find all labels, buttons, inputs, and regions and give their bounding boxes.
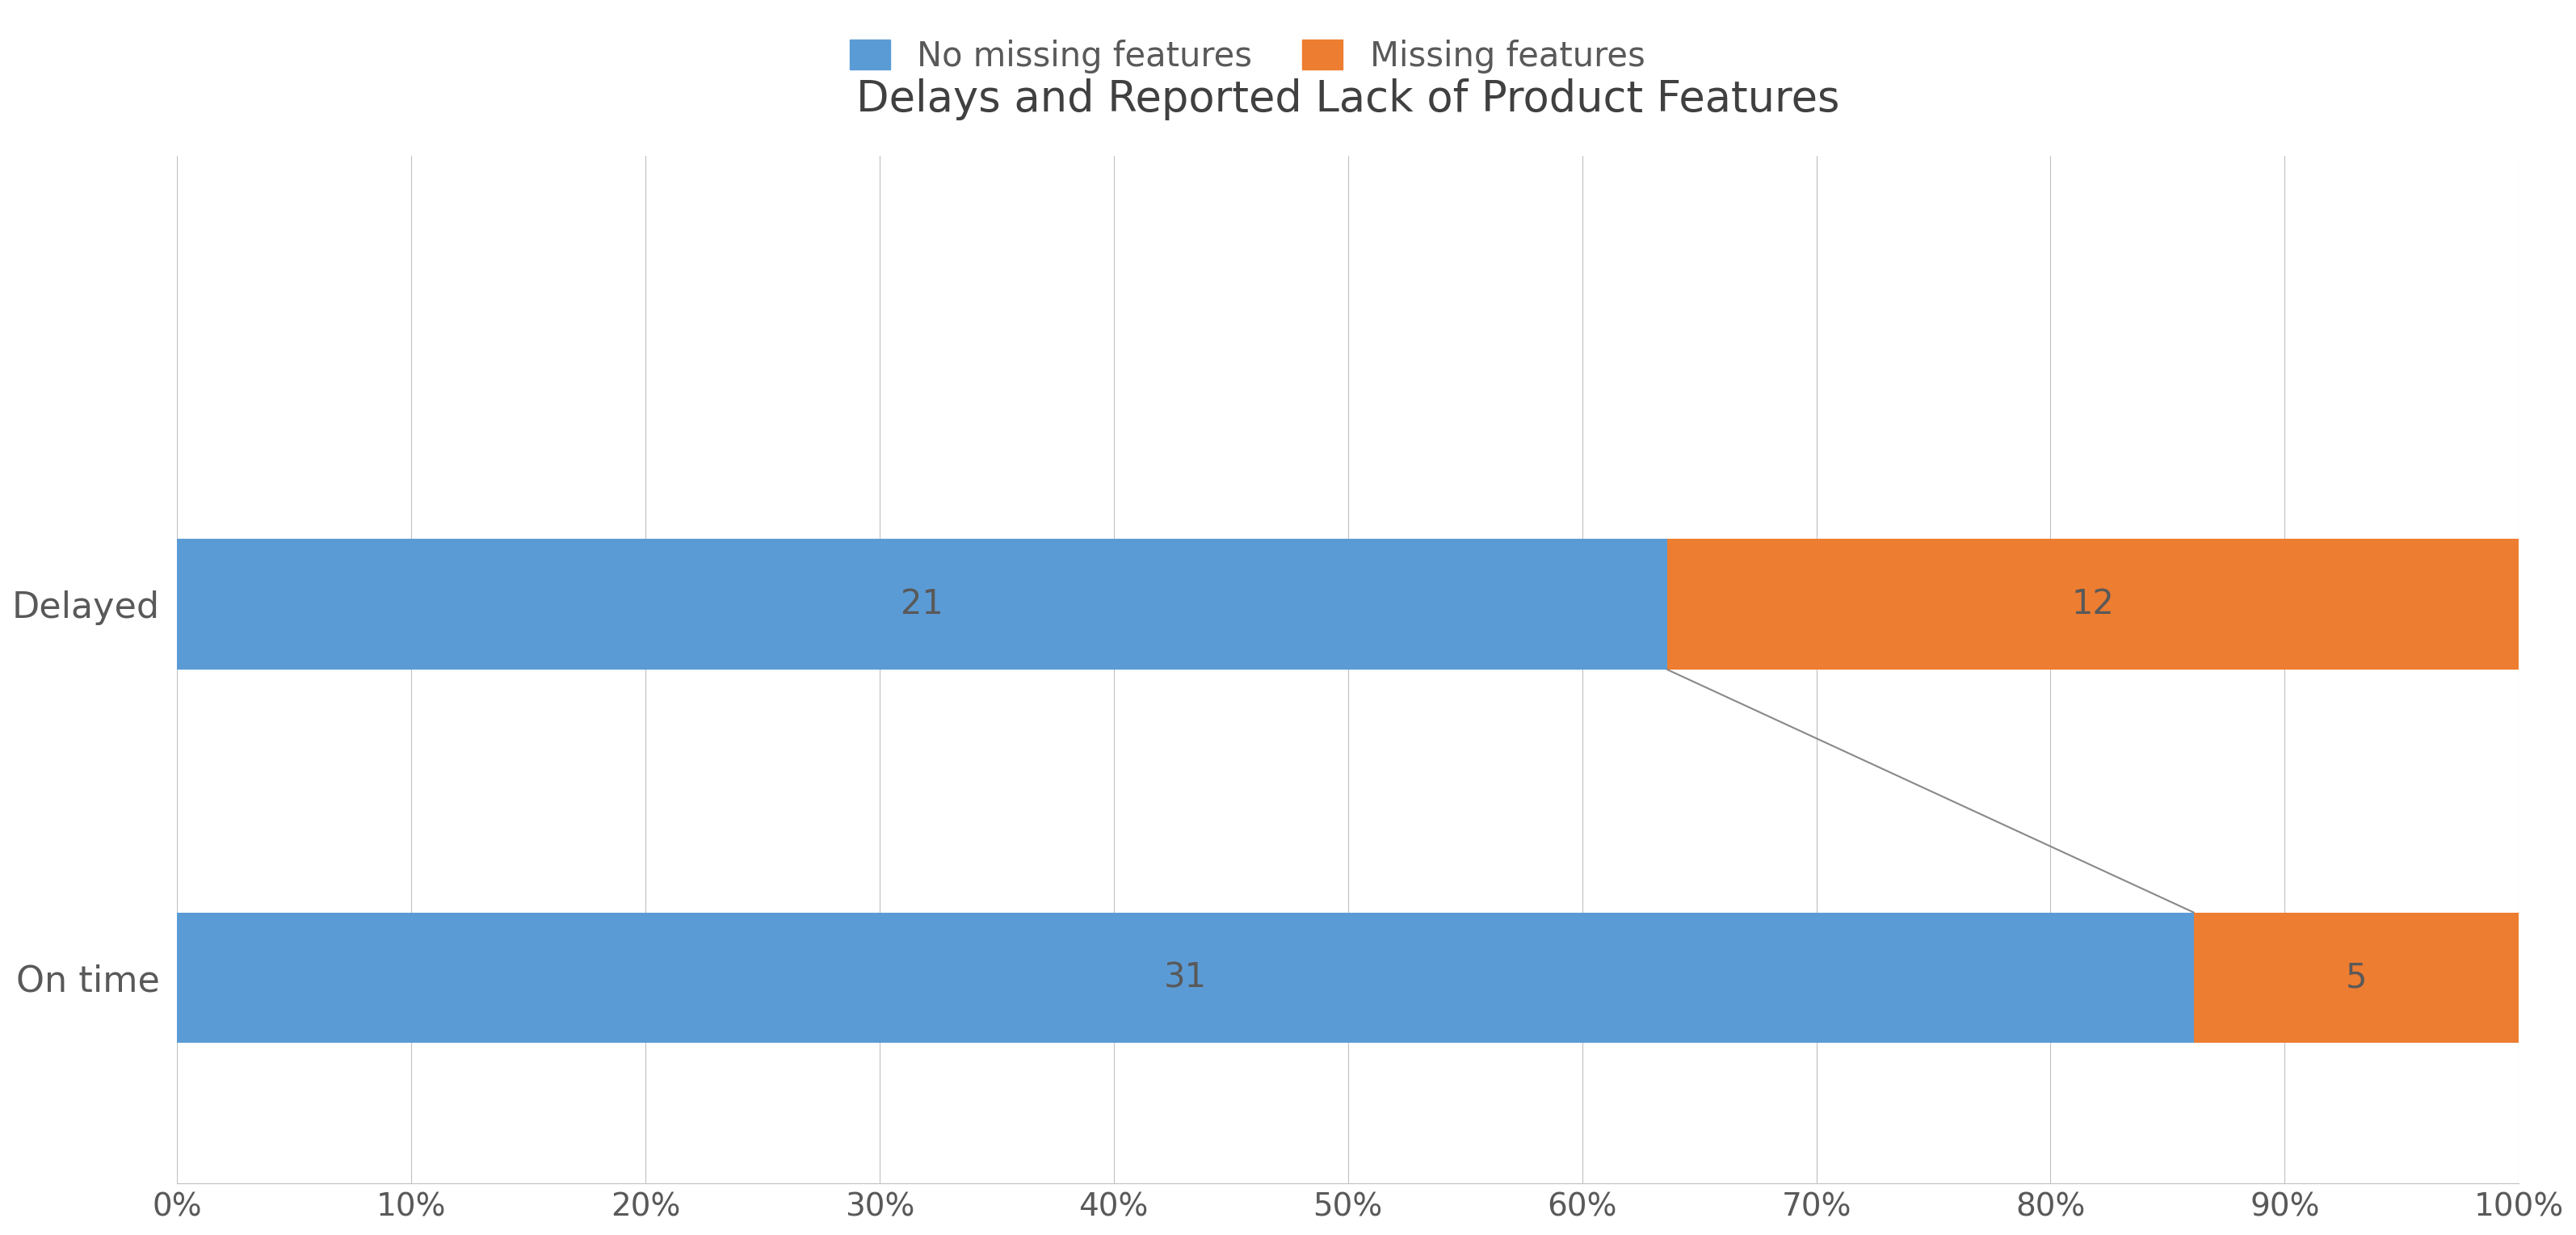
Bar [178,913,2195,1044]
Legend: No missing features, Missing features: No missing features, Missing features [850,40,1646,73]
Text: 5: 5 [2347,961,2367,994]
Text: 21: 21 [902,588,943,621]
Text: 12: 12 [2071,588,2115,621]
Title: Delays and Reported Lack of Product Features: Delays and Reported Lack of Product Feat… [855,78,1839,120]
Bar [178,538,1667,669]
Text: 31: 31 [1164,961,1206,994]
Bar [1667,538,2519,669]
Bar [2195,913,2519,1044]
